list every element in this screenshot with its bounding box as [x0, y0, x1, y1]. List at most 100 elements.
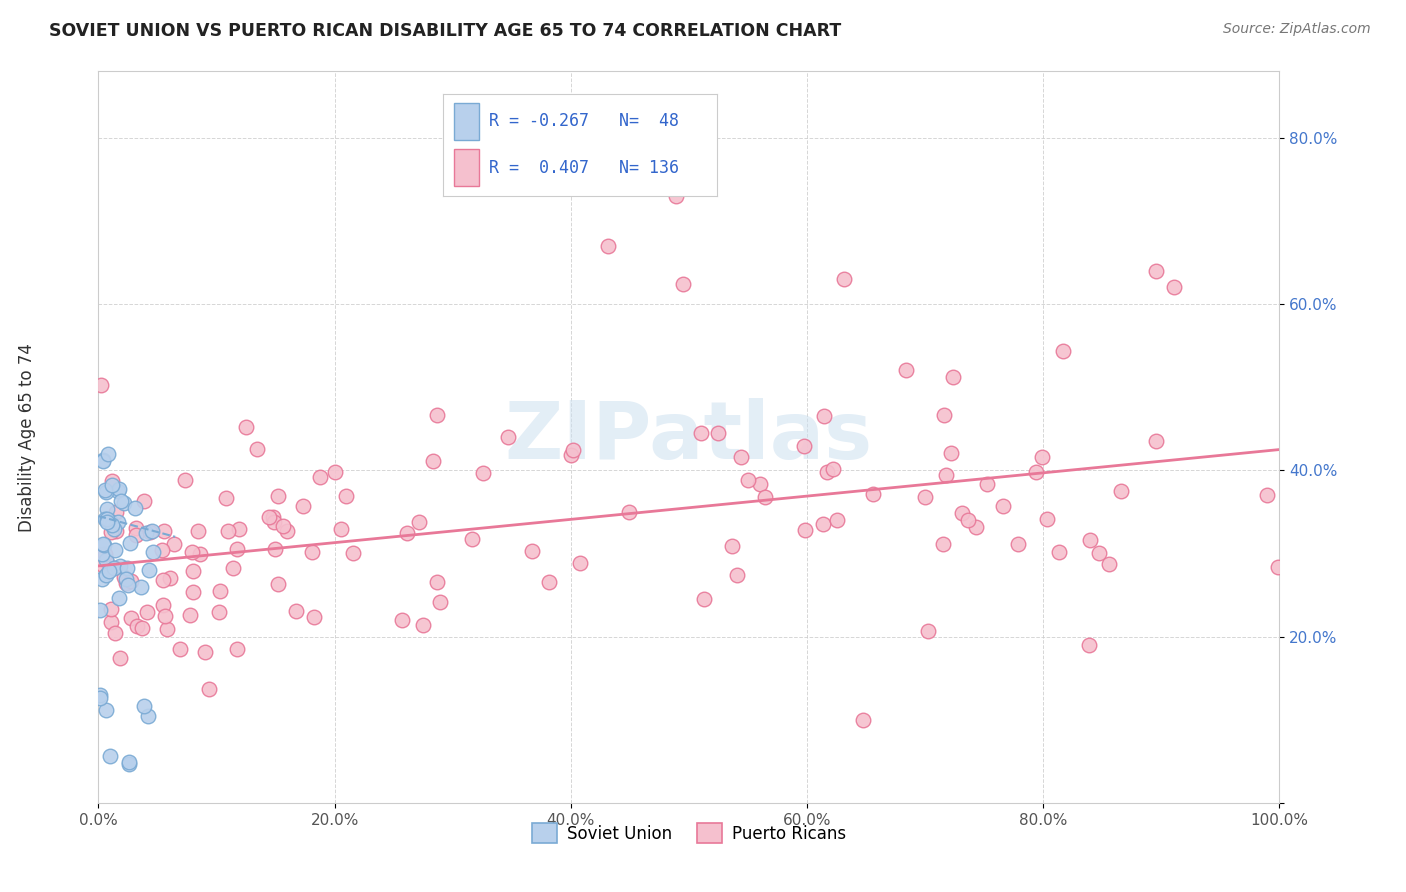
Point: [90, 572, 112, 586]
Point: [301, 545, 323, 559]
Point: [94, 553, 117, 567]
Point: [1078, 533, 1101, 547]
Y-axis label: Disability Age 65 to 74: Disability Age 65 to 74: [18, 343, 37, 532]
Point: [942, 370, 965, 384]
Point: [96, 515, 118, 529]
Point: [90, 378, 112, 392]
Point: [208, 584, 231, 599]
Point: [754, 490, 776, 504]
Point: [496, 430, 519, 444]
Point: [115, 573, 138, 587]
Point: [93, 538, 115, 552]
Point: [721, 539, 744, 553]
FancyBboxPatch shape: [454, 103, 478, 140]
Point: [96, 556, 118, 570]
Point: [100, 524, 122, 539]
Point: [325, 465, 347, 479]
Point: [896, 363, 918, 377]
Point: [569, 556, 592, 570]
Point: [672, 277, 695, 291]
Point: [108, 482, 131, 496]
Point: [914, 491, 936, 505]
Point: [617, 505, 640, 519]
Point: [1144, 264, 1167, 278]
Point: [932, 408, 955, 422]
Point: [993, 499, 1015, 513]
Point: [1007, 537, 1029, 551]
Point: [101, 518, 124, 533]
Point: [827, 513, 849, 527]
Point: [304, 610, 326, 624]
Point: [117, 577, 139, 591]
Point: [98, 748, 121, 763]
Point: [263, 510, 285, 524]
Point: [217, 524, 239, 538]
Point: [690, 425, 713, 440]
Point: [98, 565, 121, 579]
Point: [228, 522, 250, 536]
Point: [834, 272, 856, 286]
Point: [793, 439, 815, 453]
Point: [862, 487, 884, 501]
Point: [208, 605, 231, 619]
Point: [183, 564, 205, 578]
Point: [101, 478, 124, 492]
Point: [813, 409, 835, 424]
Text: SOVIET UNION VS PUERTO RICAN DISABILITY AGE 65 TO 74 CORRELATION CHART: SOVIET UNION VS PUERTO RICAN DISABILITY …: [49, 22, 841, 40]
Point: [226, 541, 249, 556]
Point: [105, 524, 128, 539]
Point: [129, 580, 152, 594]
Point: [391, 613, 413, 627]
Point: [94, 483, 117, 498]
Point: [91, 558, 114, 573]
Point: [693, 592, 716, 607]
Point: [107, 484, 129, 499]
Point: [97, 447, 120, 461]
Point: [153, 608, 176, 623]
Point: [91, 454, 114, 468]
Point: [117, 756, 139, 771]
Point: [562, 442, 585, 457]
Point: [91, 453, 114, 467]
Point: [725, 567, 748, 582]
Point: [748, 477, 770, 491]
Point: [110, 651, 132, 665]
Point: [107, 515, 129, 529]
Point: [794, 524, 817, 538]
Point: [190, 547, 212, 561]
Point: [198, 681, 221, 696]
Point: [852, 713, 875, 727]
Point: [89, 602, 111, 616]
Point: [422, 454, 444, 468]
FancyBboxPatch shape: [454, 149, 478, 186]
Point: [94, 547, 117, 561]
Point: [267, 577, 290, 591]
Point: [1163, 280, 1185, 294]
Point: [112, 496, 135, 510]
Point: [932, 536, 955, 550]
Point: [103, 522, 125, 536]
Point: [1078, 638, 1101, 652]
Point: [395, 525, 418, 540]
Point: [957, 513, 980, 527]
Point: [156, 623, 179, 637]
Point: [935, 468, 957, 483]
Point: [1109, 483, 1132, 498]
Point: [596, 239, 619, 253]
Point: [96, 567, 118, 582]
Point: [110, 493, 132, 508]
Point: [94, 512, 117, 526]
Point: [1267, 560, 1289, 574]
Point: [235, 420, 257, 434]
Point: [1031, 450, 1053, 464]
Text: R =  0.407   N= 136: R = 0.407 N= 136: [489, 159, 679, 177]
Point: [98, 515, 121, 529]
Point: [215, 491, 238, 506]
Point: [811, 516, 834, 531]
Point: [342, 546, 364, 560]
Point: [118, 755, 141, 769]
Point: [329, 522, 352, 536]
Point: [103, 542, 125, 557]
Point: [100, 615, 122, 629]
Point: [96, 502, 118, 516]
